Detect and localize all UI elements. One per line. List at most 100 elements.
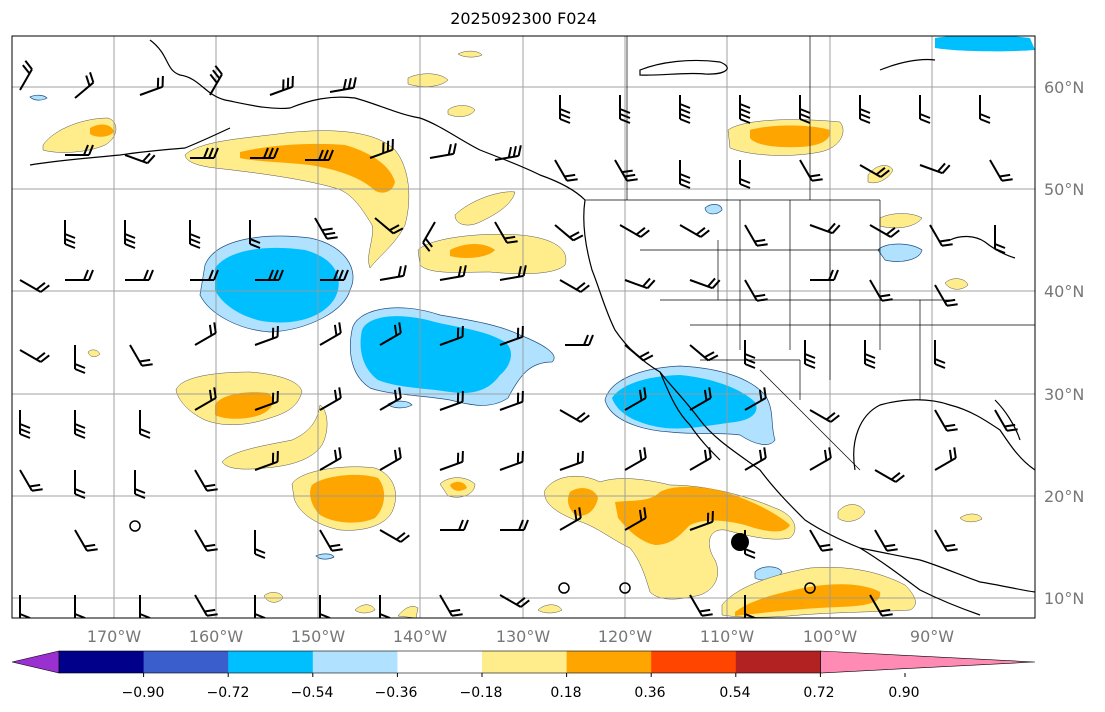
longitude-labels: 170°W 160°W 150°W 140°W 130°W 120°W 110°…: [87, 627, 954, 646]
wind-barb-icon: [624, 447, 647, 471]
positive-anomaly-area: [447, 105, 476, 117]
wind-barbs: [19, 60, 1018, 618]
wind-barb-icon: [374, 217, 404, 235]
wind-barb-icon: [269, 75, 294, 96]
map-frame: [11, 35, 1036, 619]
great-lakes: [949, 235, 1016, 259]
wind-barb-icon: [874, 469, 905, 483]
wind-barb-icon: [319, 529, 343, 552]
colorbar-tick-label: −0.18: [460, 685, 503, 701]
wind-barb-icon: [194, 529, 218, 552]
wind-barb-icon: [979, 95, 991, 124]
wind-barb-icon: [190, 147, 219, 159]
colorbar-segment: [735, 651, 821, 673]
wind-barb-icon: [689, 594, 713, 617]
wind-barb-icon: [254, 595, 266, 618]
colorbar-tick-label: 0.36: [634, 685, 665, 701]
wind-barb-icon: [125, 269, 154, 281]
baja-california: [659, 371, 721, 461]
wind-barb-icon: [809, 447, 832, 471]
wind-barb-icon: [124, 220, 136, 249]
wind-barb-icon: [19, 60, 33, 91]
wind-barb-icon: [994, 225, 1006, 254]
negative-anomaly-area: [29, 94, 48, 101]
map-title: 2025092300 F024: [450, 9, 597, 28]
wind-barb-icon: [139, 410, 151, 439]
wind-barb-icon: [255, 269, 284, 281]
lon-label: 140°W: [393, 627, 448, 646]
wind-barb-icon: [189, 220, 201, 249]
wind-barb-icon: [250, 147, 279, 159]
wind-barb-icon: [744, 279, 768, 302]
wind-barb-icon: [499, 325, 524, 346]
wind-barb-icon: [379, 387, 402, 411]
wind-barb-icon: [319, 322, 342, 346]
lon-label: 130°W: [496, 627, 551, 646]
lon-label: 170°W: [87, 627, 142, 646]
wind-barb-icon: [194, 469, 218, 492]
coastlines: [29, 39, 1035, 616]
wind-barb-icon: [809, 409, 840, 423]
positive-anomaly-area: [750, 125, 831, 148]
wind-barb-icon: [379, 447, 402, 471]
wind-barb-icon: [804, 340, 816, 369]
wind-barb-icon: [190, 269, 219, 281]
wind-barb-icon: [499, 265, 527, 281]
wind-barb-icon: [319, 595, 331, 618]
wind-barb-icon: [494, 221, 518, 244]
wind-barb-icon: [65, 269, 94, 281]
positive-anomaly-area: [354, 604, 376, 614]
colorbar-tick-label: 0.90: [888, 685, 919, 701]
colorbar-segment: [397, 651, 483, 673]
colorbar-segment: [59, 651, 145, 673]
wind-barb-icon: [19, 349, 50, 363]
wind-barb-icon: [379, 265, 407, 281]
wind-barb-icon: [919, 162, 951, 175]
wind-barb-icon: [929, 224, 953, 247]
negative-anomaly-area: [315, 553, 335, 560]
wind-barb-icon: [319, 447, 342, 471]
wind-barb-icon: [559, 409, 590, 423]
colorbar-tick-label: −0.72: [207, 685, 250, 701]
colorbar-segment: [143, 651, 229, 673]
colorbar-tick-label: 0.18: [550, 685, 581, 701]
wind-barb-icon: [624, 344, 654, 362]
wind-barb-icon: [139, 595, 151, 618]
wind-barb-icon: [559, 95, 571, 124]
positive-anomaly-area: [944, 278, 969, 290]
wind-barb-icon: [744, 340, 756, 369]
wind-barb-icon: [74, 595, 86, 618]
wind-barb-icon: [869, 594, 893, 617]
anomaly-shading: [29, 36, 1035, 618]
hudson-bay-coast: [879, 58, 936, 71]
calm-circle-icon: [129, 520, 141, 532]
wind-barb-icon: [439, 265, 467, 281]
wind-barb-icon: [19, 469, 43, 492]
central-america-coast: [859, 547, 981, 616]
wind-barb-icon: [624, 277, 656, 290]
wind-barb-icon: [19, 279, 50, 293]
map-plot-area: [12, 36, 1035, 618]
wind-barb-icon: [19, 595, 31, 618]
wind-barb-icon: [499, 450, 524, 471]
aleutian-islands: [29, 127, 231, 166]
wind-barb-icon: [134, 470, 146, 499]
lon-label: 110°W: [700, 627, 755, 646]
wind-barb-icon: [994, 409, 1018, 432]
wind-barb-icon: [859, 164, 890, 178]
wind-barb-icon: [440, 519, 469, 531]
wind-barb-icon: [369, 138, 394, 159]
positive-anomaly-area: [567, 488, 598, 516]
wind-barb-icon: [934, 447, 957, 471]
wind-barb-icon: [379, 529, 410, 543]
wind-barb-icon: [809, 222, 841, 235]
positive-anomaly-area: [457, 50, 483, 58]
positive-anomaly-area: [879, 213, 923, 229]
wind-barb-icon: [129, 344, 153, 367]
positive-anomaly-area: [397, 606, 419, 618]
lat-label: 10°N: [1044, 589, 1084, 608]
wind-barb-icon: [64, 220, 76, 249]
wind-barb-icon: [439, 325, 464, 346]
wind-barb-icon: [194, 594, 218, 617]
wind-barb-icon: [19, 410, 31, 439]
